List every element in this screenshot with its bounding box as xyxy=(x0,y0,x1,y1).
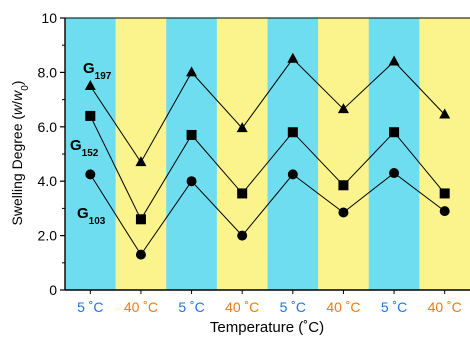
y-tick-label: 8.0 xyxy=(38,64,58,80)
series-label-g103: G103 xyxy=(77,205,106,227)
x-axis-label: Temperature (˚C) xyxy=(210,319,324,336)
temperature-band xyxy=(318,18,370,290)
x-tick-label: 40 ˚C xyxy=(428,299,462,315)
y-tick-label: 4.0 xyxy=(38,173,58,189)
y-tick-label: 2.0 xyxy=(38,228,58,244)
data-point-g152 xyxy=(237,188,248,199)
temperature-band xyxy=(216,18,269,290)
y-tick-label: 6.0 xyxy=(38,119,58,135)
y-tick-label: 10 xyxy=(41,10,57,26)
data-point-g197 xyxy=(236,122,248,133)
data-point-g152 xyxy=(287,127,298,138)
data-point-g103 xyxy=(389,168,400,179)
data-point-g103 xyxy=(237,230,248,241)
data-point-g197 xyxy=(388,55,400,66)
temperature-band xyxy=(419,18,470,290)
data-point-g103 xyxy=(85,169,96,180)
data-point-g103 xyxy=(439,206,450,217)
x-ticks: 5 ˚C 40 ˚C 5 ˚C 40 ˚C 5 ˚C 40 ˚C 5 ˚C 40 ˚C xyxy=(77,290,462,315)
data-point-g152 xyxy=(338,180,349,191)
data-point-g197 xyxy=(439,108,451,119)
series-label-g197: G197 xyxy=(83,60,112,82)
temperature-band xyxy=(65,18,117,290)
series-line-g103 xyxy=(89,172,446,256)
data-point-g152 xyxy=(439,188,450,199)
data-point-g152 xyxy=(186,129,197,140)
series-label-g152: G152 xyxy=(70,137,99,159)
data-point-g197 xyxy=(337,103,349,114)
x-tick-label: 5 ˚C xyxy=(178,299,204,315)
data-point-g197 xyxy=(186,66,198,77)
series-labels: G197 G152 G103 xyxy=(70,60,112,227)
data-point-g103 xyxy=(186,176,197,187)
temperature-band xyxy=(115,18,167,290)
temperature-bands xyxy=(65,18,470,290)
series-line-g152 xyxy=(89,115,446,221)
data-point-g152 xyxy=(135,214,146,225)
data-point-g197 xyxy=(135,156,147,167)
y-axis-label: Swelling Degree (w/w0) xyxy=(9,81,31,226)
series-markers xyxy=(84,52,451,260)
data-point-g197 xyxy=(287,52,299,63)
y-ticks: 0 2.0 4.0 6.0 8.0 10 xyxy=(38,10,65,298)
temperature-band xyxy=(267,18,319,290)
series-lines xyxy=(89,58,446,256)
data-point-g103 xyxy=(135,249,146,260)
x-tick-label: 40 ˚C xyxy=(225,299,259,315)
series-line-g197 xyxy=(89,58,446,164)
x-tick-label: 5 ˚C xyxy=(280,299,306,315)
temperature-band xyxy=(166,18,218,290)
data-point-g103 xyxy=(338,207,349,218)
data-point-g103 xyxy=(287,169,298,180)
data-point-g152 xyxy=(85,110,96,121)
x-tick-label: 5 ˚C xyxy=(77,299,103,315)
y-tick-label: 0 xyxy=(49,282,57,298)
data-point-g152 xyxy=(389,127,400,138)
data-point-g197 xyxy=(84,80,96,90)
x-tick-label: 5 ˚C xyxy=(381,299,407,315)
x-tick-label: 40 ˚C xyxy=(124,299,158,315)
x-tick-label: 40 ˚C xyxy=(326,299,360,315)
